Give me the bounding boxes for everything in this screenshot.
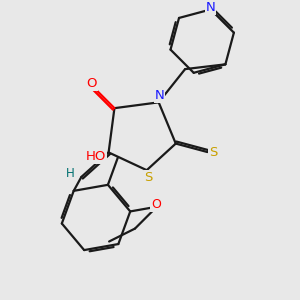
Text: H: H: [65, 167, 74, 180]
Text: N: N: [206, 1, 216, 14]
Text: N: N: [154, 89, 164, 102]
Text: S: S: [209, 146, 218, 159]
Text: HO: HO: [86, 150, 106, 164]
Text: S: S: [145, 171, 153, 184]
Text: O: O: [87, 77, 97, 90]
Text: O: O: [151, 198, 161, 211]
